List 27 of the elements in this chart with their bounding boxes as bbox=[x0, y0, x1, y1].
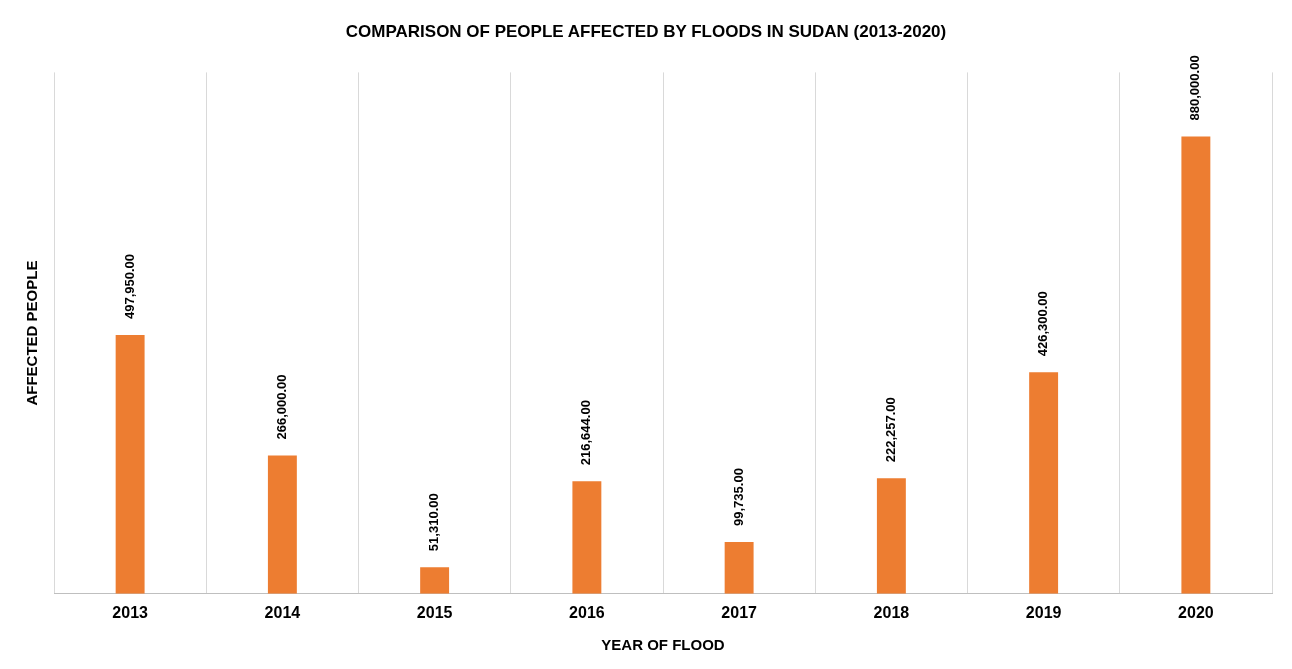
data-label: 51,310.00 bbox=[426, 493, 442, 552]
bar bbox=[1029, 372, 1059, 594]
x-tick-label: 2019 bbox=[1025, 603, 1062, 621]
x-axis-title: YEAR OF FLOOD bbox=[601, 636, 725, 654]
x-tick-label: 2013 bbox=[112, 603, 149, 621]
x-tick-label: 2018 bbox=[873, 603, 910, 621]
bar bbox=[267, 455, 297, 594]
data-label: 266,000.00 bbox=[273, 374, 289, 440]
x-tick-label: 2014 bbox=[264, 603, 301, 621]
data-label: 222,257.00 bbox=[882, 397, 898, 463]
x-tick-label: 2020 bbox=[1178, 603, 1214, 621]
x-tick-label: 2015 bbox=[416, 603, 453, 621]
bar bbox=[572, 481, 602, 594]
chart-title: COMPARISON OF PEOPLE AFFECTED BY FLOODS IN SUDAN (2013-2020) bbox=[345, 21, 947, 41]
data-label: 426,300.00 bbox=[1035, 291, 1051, 357]
bar bbox=[876, 478, 906, 594]
x-tick-label: 2016 bbox=[569, 603, 605, 621]
bar bbox=[115, 335, 145, 594]
data-label: 99,735.00 bbox=[730, 468, 746, 526]
bar bbox=[724, 541, 754, 594]
data-label: 216,644.00 bbox=[578, 400, 594, 466]
data-label: 497,950.00 bbox=[121, 253, 137, 319]
y-axis-title: AFFECTED PEOPLE bbox=[23, 260, 41, 406]
bar bbox=[1181, 136, 1211, 594]
data-label: 880,000.00 bbox=[1187, 55, 1203, 121]
x-tick-label: 2017 bbox=[721, 603, 758, 621]
bar bbox=[420, 567, 450, 594]
